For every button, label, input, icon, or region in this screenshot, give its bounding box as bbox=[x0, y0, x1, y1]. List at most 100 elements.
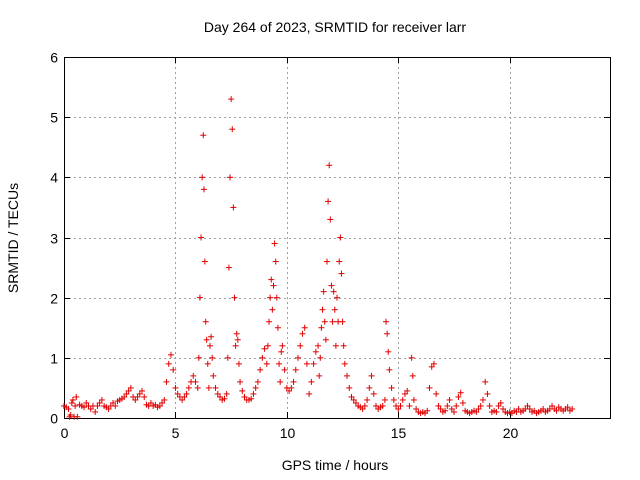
data-point bbox=[334, 294, 340, 301]
data-point bbox=[94, 402, 101, 409]
data-point bbox=[437, 405, 444, 412]
data-point bbox=[98, 396, 105, 403]
data-point bbox=[132, 396, 139, 403]
data-point bbox=[482, 378, 489, 385]
data-point bbox=[261, 345, 268, 352]
data-point bbox=[278, 348, 285, 355]
data-point bbox=[430, 360, 437, 367]
data-point bbox=[317, 354, 324, 361]
data-point bbox=[328, 282, 335, 289]
data-point bbox=[234, 336, 241, 343]
data-point bbox=[272, 258, 279, 265]
data-point bbox=[225, 264, 232, 271]
data-point bbox=[105, 405, 112, 412]
data-point bbox=[241, 393, 248, 400]
data-point bbox=[206, 342, 213, 349]
data-point bbox=[524, 402, 531, 409]
y-tick-label: 6 bbox=[50, 50, 58, 66]
data-point bbox=[315, 342, 322, 349]
data-point bbox=[336, 258, 343, 265]
data-points bbox=[61, 96, 576, 420]
data-point bbox=[194, 384, 201, 391]
data-point bbox=[239, 387, 246, 394]
data-point bbox=[252, 384, 259, 391]
data-point bbox=[223, 390, 230, 397]
data-point bbox=[195, 354, 202, 361]
data-point bbox=[136, 390, 143, 397]
data-point bbox=[310, 360, 317, 367]
y-tick-label: 1 bbox=[50, 351, 58, 367]
data-point bbox=[337, 234, 344, 241]
data-point bbox=[134, 393, 141, 400]
data-point bbox=[292, 366, 299, 373]
y-tick-label: 0 bbox=[50, 411, 58, 427]
data-point bbox=[183, 390, 190, 397]
data-point bbox=[459, 399, 466, 406]
data-point bbox=[455, 393, 462, 400]
data-point bbox=[208, 333, 215, 340]
data-point bbox=[248, 395, 255, 402]
data-point bbox=[231, 294, 238, 301]
data-point bbox=[500, 405, 507, 412]
data-point bbox=[204, 360, 211, 367]
data-point bbox=[301, 324, 308, 331]
data-point bbox=[112, 402, 119, 409]
data-point bbox=[201, 258, 208, 265]
data-point bbox=[81, 404, 88, 411]
data-point bbox=[214, 390, 221, 397]
data-point bbox=[442, 407, 449, 414]
data-point bbox=[159, 399, 166, 406]
data-point bbox=[279, 342, 286, 349]
data-point bbox=[68, 399, 75, 406]
data-point bbox=[237, 378, 244, 385]
data-point bbox=[273, 294, 280, 301]
data-point bbox=[67, 411, 74, 418]
data-point bbox=[303, 360, 310, 367]
data-point bbox=[156, 402, 163, 409]
data-point bbox=[344, 372, 351, 379]
data-point bbox=[370, 390, 377, 397]
data-point bbox=[451, 408, 457, 415]
x-tick-label: 5 bbox=[172, 425, 180, 441]
y-tick-label: 3 bbox=[50, 231, 58, 247]
data-point bbox=[493, 408, 500, 415]
data-point bbox=[385, 348, 392, 355]
data-point bbox=[364, 396, 371, 403]
data-point bbox=[339, 318, 346, 325]
data-point bbox=[266, 318, 273, 325]
data-point bbox=[161, 396, 168, 403]
data-point bbox=[397, 402, 404, 409]
data-point bbox=[172, 384, 179, 391]
y-axis-label: SRMTID / TECUs bbox=[5, 183, 21, 293]
data-point bbox=[428, 363, 435, 370]
data-point bbox=[424, 407, 431, 414]
data-point bbox=[388, 384, 395, 391]
data-point bbox=[163, 378, 170, 385]
data-point bbox=[121, 393, 128, 400]
data-point bbox=[295, 354, 301, 361]
data-point bbox=[147, 399, 154, 406]
data-point bbox=[229, 126, 236, 133]
data-point bbox=[83, 399, 90, 406]
data-point bbox=[254, 378, 261, 385]
data-point bbox=[92, 408, 99, 415]
data-point bbox=[549, 402, 556, 409]
y-tick-label: 5 bbox=[50, 110, 58, 126]
data-point bbox=[484, 390, 491, 397]
data-point bbox=[110, 399, 117, 406]
data-point bbox=[564, 404, 571, 411]
data-point bbox=[346, 384, 353, 391]
y-tick-label: 2 bbox=[50, 291, 58, 307]
data-point bbox=[73, 393, 80, 400]
data-point bbox=[232, 342, 239, 349]
data-point bbox=[366, 384, 373, 391]
data-point bbox=[174, 390, 181, 397]
data-point bbox=[224, 354, 231, 361]
data-point bbox=[326, 162, 333, 169]
data-point bbox=[250, 390, 257, 397]
data-point bbox=[185, 384, 192, 391]
tick-labels: 0 5 10 15 20 0 1 2 3 4 5 6 bbox=[50, 50, 518, 442]
data-point bbox=[299, 330, 306, 337]
data-point bbox=[181, 393, 188, 400]
